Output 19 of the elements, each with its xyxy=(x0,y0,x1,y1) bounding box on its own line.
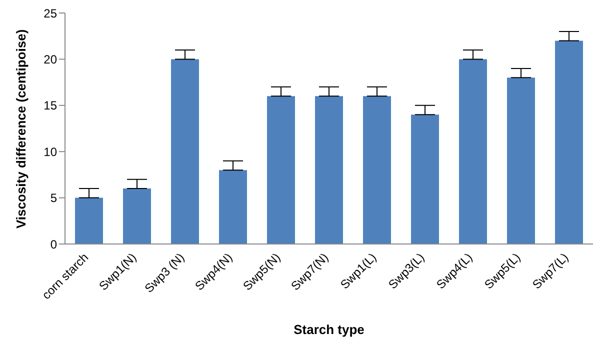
y-tick-label: 5 xyxy=(50,191,58,206)
y-tick-label: 0 xyxy=(50,237,58,252)
y-tick-label: 10 xyxy=(44,144,58,159)
bar xyxy=(507,78,535,244)
bar xyxy=(411,114,439,244)
bar xyxy=(315,96,343,244)
y-tick-label: 25 xyxy=(44,6,58,20)
x-axis-title: Starch type xyxy=(294,322,364,337)
y-axis-title: Viscosity difference (centipoise) xyxy=(14,29,29,228)
bar xyxy=(219,170,247,244)
bar xyxy=(555,40,583,244)
y-tick-label: 20 xyxy=(44,52,58,66)
bar xyxy=(123,188,151,244)
bar xyxy=(171,59,199,244)
bar xyxy=(459,59,487,244)
bar xyxy=(363,96,391,244)
bar xyxy=(75,198,103,244)
bar xyxy=(267,96,295,244)
y-tick-label: 15 xyxy=(44,98,58,113)
